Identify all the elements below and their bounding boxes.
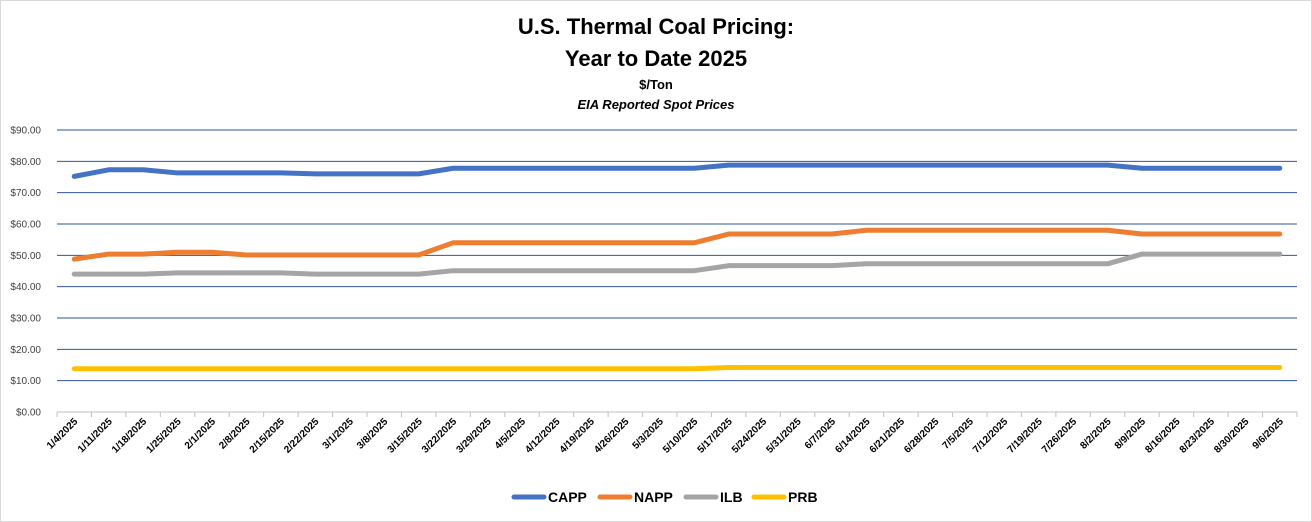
x-tick-label: 2/22/2025 <box>282 416 322 456</box>
chart-source-note: EIA Reported Spot Prices <box>577 97 735 112</box>
x-tick-label: 8/23/2025 <box>1178 416 1218 456</box>
x-tick-label: 5/3/2025 <box>631 416 667 452</box>
x-tick-label: 5/31/2025 <box>764 416 804 456</box>
x-tick-label: 1/11/2025 <box>76 416 115 455</box>
x-tick-label: 7/26/2025 <box>1040 416 1080 456</box>
x-tick-label: 3/22/2025 <box>420 416 460 456</box>
x-tick-label: 6/21/2025 <box>868 416 908 456</box>
x-tick-label: 7/12/2025 <box>971 416 1011 456</box>
x-tick-label: 4/5/2025 <box>493 416 529 452</box>
x-tick-label: 3/15/2025 <box>386 416 426 456</box>
x-tick-label: 8/9/2025 <box>1113 416 1149 452</box>
chart-subtitle: $/Ton <box>639 77 673 92</box>
x-tick-label: 2/8/2025 <box>217 416 253 452</box>
x-tick-label: 5/10/2025 <box>661 416 701 456</box>
chart-title: U.S. Thermal Coal Pricing: <box>517 14 795 39</box>
x-tick-label: 4/26/2025 <box>592 416 632 456</box>
x-tick-label: 2/1/2025 <box>183 416 219 452</box>
y-tick-label: $60.00 <box>10 220 41 231</box>
y-tick-label: $70.00 <box>10 188 41 199</box>
series-line-capp <box>71 162 1283 179</box>
x-tick-label: 9/6/2025 <box>1251 416 1287 452</box>
x-tick-label: 1/18/2025 <box>110 416 150 456</box>
x-tick-label: 8/30/2025 <box>1212 416 1252 456</box>
y-tick-label: $10.00 <box>10 376 41 387</box>
x-tick-label: 6/14/2025 <box>833 416 873 456</box>
x-tick-label: 6/7/2025 <box>803 416 839 452</box>
x-tick-label: 6/28/2025 <box>902 416 942 456</box>
x-tick-label: 5/24/2025 <box>730 416 770 456</box>
x-tick-label: 7/5/2025 <box>941 416 977 452</box>
x-tick-label: 1/25/2025 <box>144 416 184 456</box>
legend-label-napp: NAPP <box>634 489 673 505</box>
x-tick-label: 5/17/2025 <box>696 416 736 456</box>
x-tick-label: 3/1/2025 <box>321 416 357 452</box>
x-tick-label: 1/4/2025 <box>45 416 81 452</box>
y-tick-label: $30.00 <box>10 314 41 325</box>
x-tick-label: 8/2/2025 <box>1078 416 1114 452</box>
series-line-ilb <box>71 251 1283 277</box>
y-tick-label: $20.00 <box>10 345 41 356</box>
x-tick-label: 3/8/2025 <box>355 416 391 452</box>
x-tick-label: 4/12/2025 <box>523 416 563 456</box>
x-tick-label: 2/15/2025 <box>248 416 288 456</box>
x-tick-label: 3/29/2025 <box>454 416 494 456</box>
x-tick-label: 8/16/2025 <box>1143 416 1183 456</box>
legend-label-ilb: ILB <box>720 489 743 505</box>
series-line-napp <box>71 227 1283 262</box>
x-tick-label: 4/19/2025 <box>558 416 598 456</box>
y-tick-label: $90.00 <box>10 126 41 137</box>
y-tick-label: $80.00 <box>10 157 41 168</box>
series-line-prb <box>71 365 1283 372</box>
chart-title-line-2: Year to Date 2025 <box>564 46 748 71</box>
legend-label-prb: PRB <box>788 489 818 505</box>
y-tick-label: $0.00 <box>16 408 41 419</box>
x-tick-label: 7/19/2025 <box>1006 416 1046 456</box>
y-tick-label: $40.00 <box>10 282 41 293</box>
legend-label-capp: CAPP <box>548 489 587 505</box>
y-tick-label: $50.00 <box>10 251 41 262</box>
